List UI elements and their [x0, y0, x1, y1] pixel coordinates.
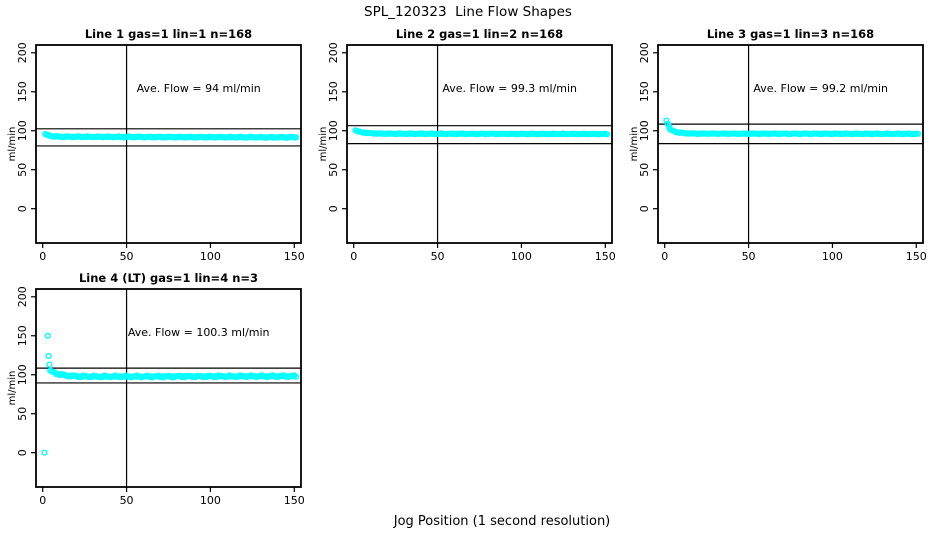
svg-text:100: 100	[16, 364, 29, 385]
subplot-title: Line 1 gas=1 lin=1 n=168	[85, 27, 252, 41]
svg-text:100: 100	[511, 250, 532, 263]
data-point	[44, 332, 51, 339]
subplot-title: Line 4 (LT) gas=1 lin=4 n=3	[79, 271, 258, 285]
data-points	[352, 127, 611, 138]
subplot-line-1: Line 1 gas=1 lin=1 n=168 0 50 100 150 0 50 100 1…	[6, 26, 306, 274]
plot-canvas: Line 3 gas=1 lin=3 n=168 0 50 100 150 0 50 100 1…	[629, 27, 927, 263]
svg-text:0: 0	[327, 205, 340, 212]
subplot-title: Line 3 gas=1 lin=3 n=168	[707, 27, 874, 41]
svg-text:150: 150	[906, 250, 927, 263]
data-point	[51, 369, 59, 376]
svg-text:50: 50	[120, 494, 134, 507]
ave-flow-annotation: Ave. Flow = 99.2 ml/min	[753, 82, 888, 95]
subplot-line-4: Line 4 (LT) gas=1 lin=4 n=3 0 50 100 150 0 50 1…	[6, 270, 306, 518]
svg-text:0: 0	[39, 250, 46, 263]
svg-text:150: 150	[284, 250, 305, 263]
svg-text:150: 150	[16, 325, 29, 346]
svg-text:150: 150	[16, 81, 29, 102]
data-point	[292, 373, 300, 380]
subplot-line-3: Line 3 gas=1 lin=3 n=168 0 50 100 150 0 50 100 1…	[628, 26, 928, 274]
data-points	[42, 130, 300, 141]
svg-text:200: 200	[16, 286, 29, 307]
subplot-line-2: Line 2 gas=1 lin=2 n=168 0 50 100 150 0 50 100 1…	[317, 26, 617, 274]
svg-text:0: 0	[350, 250, 357, 263]
figure-xlabel: Jog Position (1 second resolution)	[393, 514, 611, 529]
data-points	[663, 117, 922, 138]
svg-text:200: 200	[638, 42, 651, 63]
plot-canvas: Line 2 gas=1 lin=2 n=168 0 50 100 150 0 50 100 1…	[318, 27, 616, 263]
svg-text:0: 0	[638, 205, 651, 212]
y-axis-label: ml/min	[7, 127, 18, 162]
svg-text:50: 50	[431, 250, 445, 263]
data-point	[46, 361, 53, 368]
svg-text:50: 50	[16, 163, 29, 177]
axes	[31, 44, 302, 248]
tick-labels: 0 50 100 150 0 50 100 150 200	[16, 286, 305, 507]
svg-text:150: 150	[327, 81, 340, 102]
svg-text:150: 150	[595, 250, 616, 263]
svg-text:100: 100	[16, 120, 29, 141]
data-point	[663, 117, 670, 124]
tick-labels: 0 50 100 150 0 50 100 150 200	[327, 42, 616, 263]
ave-flow-annotation: Ave. Flow = 94 ml/min	[137, 82, 261, 95]
data-point	[292, 134, 300, 141]
svg-text:150: 150	[638, 81, 651, 102]
y-axis-label: ml/min	[318, 127, 329, 162]
axes	[31, 288, 302, 492]
plot-canvas: Line 1 gas=1 lin=1 n=168 0 50 100 150 0 50 100 1…	[7, 27, 305, 263]
svg-text:50: 50	[16, 407, 29, 421]
plot-canvas: Line 4 (LT) gas=1 lin=4 n=3 0 50 100 150 0 50 1…	[7, 271, 305, 507]
svg-text:0: 0	[16, 205, 29, 212]
svg-text:50: 50	[638, 163, 651, 177]
svg-text:50: 50	[742, 250, 756, 263]
svg-text:150: 150	[284, 494, 305, 507]
tick-labels: 0 50 100 150 0 50 100 150 200	[638, 42, 927, 263]
svg-text:100: 100	[200, 250, 221, 263]
data-point	[914, 130, 922, 137]
svg-text:50: 50	[327, 163, 340, 177]
svg-text:200: 200	[327, 42, 340, 63]
figure-title: SPL_120323 Line Flow Shapes	[364, 4, 572, 20]
y-axis-label: ml/min	[7, 371, 18, 406]
svg-text:200: 200	[16, 42, 29, 63]
svg-text:0: 0	[661, 250, 668, 263]
svg-text:100: 100	[200, 494, 221, 507]
svg-text:0: 0	[16, 449, 29, 456]
axes	[653, 44, 924, 248]
svg-text:0: 0	[39, 494, 46, 507]
ave-flow-annotation: Ave. Flow = 99.3 ml/min	[442, 82, 577, 95]
svg-text:100: 100	[638, 120, 651, 141]
ave-flow-annotation: Ave. Flow = 100.3 ml/min	[128, 326, 270, 339]
subplot-title: Line 2 gas=1 lin=2 n=168	[396, 27, 563, 41]
data-points	[41, 332, 300, 456]
tick-labels: 0 50 100 150 0 50 100 150 200	[16, 42, 305, 263]
svg-text:100: 100	[327, 120, 340, 141]
axes	[342, 44, 613, 248]
data-point	[603, 131, 611, 138]
data-point	[45, 352, 52, 360]
svg-text:50: 50	[120, 250, 134, 263]
y-axis-label: ml/min	[629, 127, 640, 162]
data-point	[41, 449, 48, 456]
svg-text:100: 100	[822, 250, 843, 263]
